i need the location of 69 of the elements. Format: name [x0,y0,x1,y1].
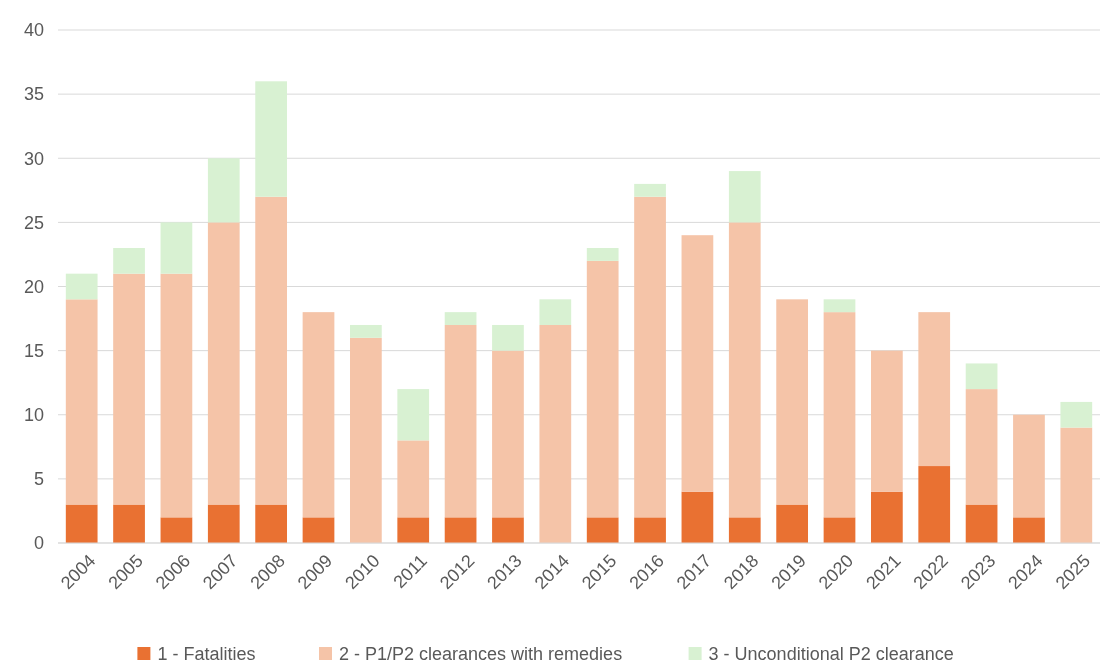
bar [492,324,524,351]
bar [1013,414,1045,518]
bar [634,196,666,518]
bar [634,517,666,543]
bar [728,517,761,543]
bar [823,299,856,313]
bar [255,504,287,543]
bar [397,440,430,518]
bar [681,235,714,492]
bar [728,222,761,518]
bar [634,183,666,197]
bar [65,504,98,543]
legend-label: 1 - Fatalities [157,644,256,664]
bar [255,81,287,197]
bar [918,466,951,543]
bar [160,517,193,543]
bar [918,312,951,467]
bar [1060,401,1093,428]
y-tick-label: 10 [23,405,44,426]
bar [207,158,240,223]
y-tick-label: 20 [23,276,44,297]
y-tick-label: 0 [33,533,44,554]
bar [586,248,619,261]
bar [776,504,808,543]
bar [823,312,856,518]
bar [728,171,761,223]
bar [539,324,572,543]
bar [965,504,998,543]
bar [350,337,382,543]
bar [586,517,619,543]
bar [160,222,193,274]
y-tick-label: 25 [23,212,44,233]
y-tick-label: 40 [23,20,44,41]
bar [113,248,145,274]
y-tick-label: 15 [23,340,44,361]
bar [444,312,477,325]
bar [965,389,998,505]
bar [65,273,98,300]
bar [350,324,382,338]
y-tick-label: 30 [23,148,44,169]
bar [207,504,240,543]
bar [492,517,524,543]
legend-label: 2 - P1/P2 clearances with remedies [339,644,623,664]
bar [160,273,193,518]
bar [776,299,808,505]
bar [65,299,98,505]
bar [113,273,145,505]
legend-label: 3 - Unconditional P2 clearance [708,644,954,664]
bar [871,350,903,492]
bar [823,517,856,543]
bar [302,312,335,518]
bar [586,260,619,518]
bar [207,222,240,505]
bar [1013,517,1045,543]
bar [302,517,335,543]
bar [113,504,145,543]
bar [871,491,903,543]
y-tick-label: 35 [23,84,44,105]
bar [444,517,477,543]
bar [1060,427,1093,543]
bar [681,491,714,543]
bar [539,299,572,325]
bar [492,350,524,518]
bar [397,389,430,441]
bar [444,324,477,518]
bar [255,196,287,505]
bar [397,517,430,543]
bar [965,363,998,390]
y-tick-label: 5 [33,469,44,490]
